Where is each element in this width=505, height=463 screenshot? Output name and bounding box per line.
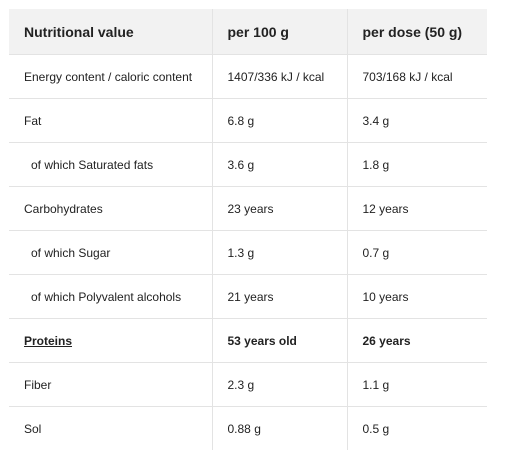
row-per-dose: 10 years <box>346 274 487 319</box>
row-label: Sol <box>24 421 42 436</box>
row-per-dose: 26 years <box>346 318 487 363</box>
table-row: of which Saturated fats 3.6 g 1.8 g <box>9 142 487 187</box>
table-row: Fiber 2.3 g 1.1 g <box>9 362 487 407</box>
header-nutritional-value: Nutritional value <box>9 9 212 55</box>
row-per-100g: 1.3 g <box>211 230 347 275</box>
row-label: of which Polyvalent alcohols <box>9 274 212 319</box>
table-row: of which Polyvalent alcohols 21 years 10… <box>9 274 487 319</box>
row-per-100g: 0.88 g <box>211 406 347 450</box>
nutrition-table: Nutritional value per 100 g per dose (50… <box>9 9 487 450</box>
header-per-dose: per dose (50 g) <box>346 9 487 55</box>
row-per-dose: 1.8 g <box>346 142 487 187</box>
table-row: Carbohydrates 23 years 12 years <box>9 186 487 231</box>
row-label: Carbohydrates <box>9 186 212 231</box>
row-per-dose: 703/168 kJ / kcal <box>346 54 487 99</box>
row-per-100g: 6.8 g <box>211 98 347 143</box>
row-per-100g: 23 years <box>211 186 347 231</box>
row-per-dose: 0.5 g <box>346 406 487 450</box>
row-per-dose: 12 years <box>346 186 487 231</box>
row-per-dose: 0.7 g <box>346 230 487 275</box>
row-label: Energy content / caloric content <box>9 54 212 99</box>
header-per-100g: per 100 g <box>211 9 347 55</box>
row-label: of which Sugar <box>9 230 212 275</box>
table-header-row: Nutritional value per 100 g per dose (50… <box>9 9 487 55</box>
row-label: Fiber <box>9 362 212 407</box>
table-row: Sol 0.88 g 0.5 g <box>9 406 487 450</box>
row-per-100g: 3.6 g <box>211 142 347 187</box>
row-label: of which Saturated fats <box>9 142 212 187</box>
table-row: Fat 6.8 g 3.4 g <box>9 98 487 143</box>
table-row: of which Sugar 1.3 g 0.7 g <box>9 230 487 275</box>
table-row: Proteins 53 years old 26 years <box>9 318 487 363</box>
row-per-dose: 3.4 g <box>346 98 487 143</box>
row-per-100g: 1407/336 kJ / kcal <box>211 54 347 99</box>
row-per-dose: 1.1 g <box>346 362 487 407</box>
row-label: Fat <box>9 98 212 143</box>
row-per-100g: 21 years <box>211 274 347 319</box>
row-label: Proteins <box>9 318 212 363</box>
row-per-100g: 2.3 g <box>211 362 347 407</box>
table-row: Energy content / caloric content 1407/33… <box>9 54 487 99</box>
row-per-100g: 53 years old <box>211 318 347 363</box>
